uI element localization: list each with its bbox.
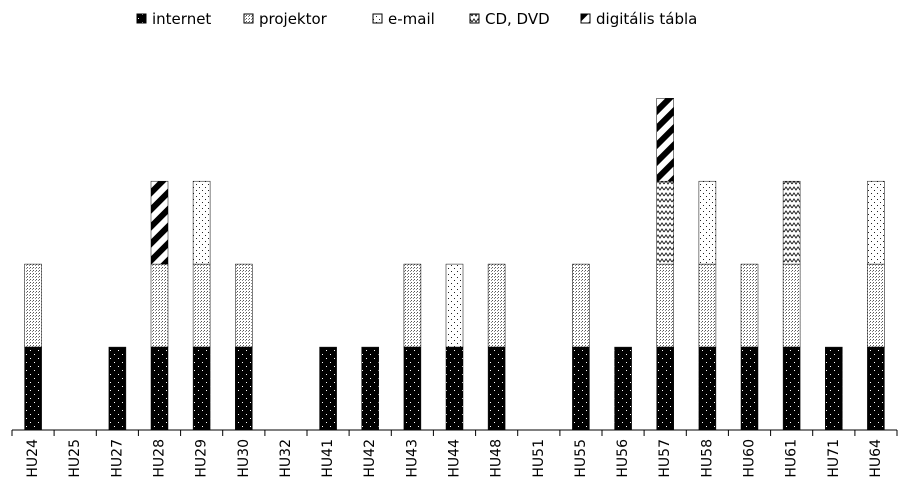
bar-hu29-internet [192, 346, 211, 431]
bar-hu29-projektor [192, 263, 211, 348]
x-tick-label-hu55: HU55 [573, 439, 589, 478]
x-tick-label-hu57: HU57 [657, 439, 673, 478]
bar-hu61-internet [782, 346, 801, 431]
legend-swatch-cd-dvd [469, 13, 480, 24]
x-tick-label-hu64: HU64 [868, 439, 884, 478]
legend-label-digitalis-tabla: digitális tábla [596, 10, 697, 28]
bar-hu48-internet [487, 346, 506, 431]
x-tick-label-hu61: HU61 [784, 439, 800, 478]
bar-hu28-digitalis-tabla [150, 180, 169, 265]
bar-hu43-internet [403, 346, 422, 431]
x-tick-label-hu32: HU32 [278, 439, 294, 478]
legend-swatch-e-mail [372, 13, 383, 24]
bar-hu43-projektor [403, 263, 422, 348]
x-tick-label-hu41: HU41 [320, 439, 336, 478]
bar-hu44-internet [445, 346, 464, 431]
bar-hu64-internet [867, 346, 885, 431]
bar-hu60-internet [740, 346, 759, 431]
legend-swatch-internet [136, 13, 147, 24]
bar-hu44-e-mail [445, 263, 464, 348]
bar-hu30-internet [235, 346, 253, 431]
bar-hu61-projektor [782, 263, 801, 348]
x-tick-label-hu30: HU30 [236, 439, 252, 478]
legend-swatch-projektor [243, 13, 254, 24]
legend-label-projektor: projektor [259, 10, 328, 28]
x-tick-label-hu43: HU43 [404, 439, 420, 478]
bar-hu58-e-mail [698, 180, 717, 265]
bar-hu55-internet [572, 346, 590, 431]
x-tick-label-hu71: HU71 [826, 439, 842, 478]
bar-hu55-projektor [572, 263, 590, 348]
x-tick-label-hu51: HU51 [531, 439, 547, 478]
x-axis: HU24 HU25 HU27 HU28 HU29 HU30 HU32 HU41 HU42 HU43… [11, 429, 898, 478]
bar-hu61-cd-dvd [782, 180, 801, 265]
legend-swatch-digitalis-tabla [580, 13, 591, 24]
bar-hu56-internet [614, 346, 632, 431]
bar-hu42-internet [361, 346, 379, 431]
legend: internet projektor e-mail CD, DVD digitális … [136, 10, 697, 28]
bar-hu57-digitalis-tabla [656, 98, 674, 182]
bar-hu24-internet [24, 346, 42, 431]
x-tick-label-hu56: HU56 [615, 439, 631, 478]
bar-hu64-projektor [867, 263, 885, 348]
x-tick-label-hu60: HU60 [742, 439, 758, 478]
bar-hu60-projektor [740, 263, 759, 348]
x-tick-label-hu58: HU58 [699, 439, 715, 478]
bar-hu30-projektor [235, 263, 253, 348]
bar-hu29-e-mail [192, 180, 211, 265]
bar-hu28-internet [150, 346, 169, 431]
x-tick-label-hu25: HU25 [67, 439, 83, 478]
x-tick-label-hu24: HU24 [25, 439, 41, 478]
bar-hu27-internet [108, 346, 127, 431]
bar-hu58-internet [698, 346, 717, 431]
x-tick-label-hu48: HU48 [489, 439, 505, 478]
legend-label-internet: internet [152, 10, 211, 28]
bar-hu57-projektor [656, 263, 674, 348]
legend-label-e-mail: e-mail [388, 10, 435, 28]
bar-hu64-e-mail [867, 180, 885, 265]
x-tick-label-hu28: HU28 [152, 439, 168, 478]
x-tick-label-hu44: HU44 [447, 439, 463, 478]
bar-hu41-internet [319, 346, 337, 431]
x-tick-label-hu29: HU29 [194, 439, 210, 478]
bar-hu58-projektor [698, 263, 717, 348]
x-tick-label-hu42: HU42 [362, 439, 378, 478]
bar-hu71-internet [825, 346, 843, 431]
legend-label-cd-dvd: CD, DVD [485, 10, 550, 28]
bar-hu57-cd-dvd [656, 180, 674, 265]
bar-hu57-internet [656, 346, 674, 431]
bars [24, 98, 885, 431]
bar-hu28-projektor [150, 263, 169, 348]
bar-hu48-projektor [487, 263, 506, 348]
bar-hu24-projektor [24, 263, 42, 348]
x-tick-label-hu27: HU27 [109, 439, 125, 478]
